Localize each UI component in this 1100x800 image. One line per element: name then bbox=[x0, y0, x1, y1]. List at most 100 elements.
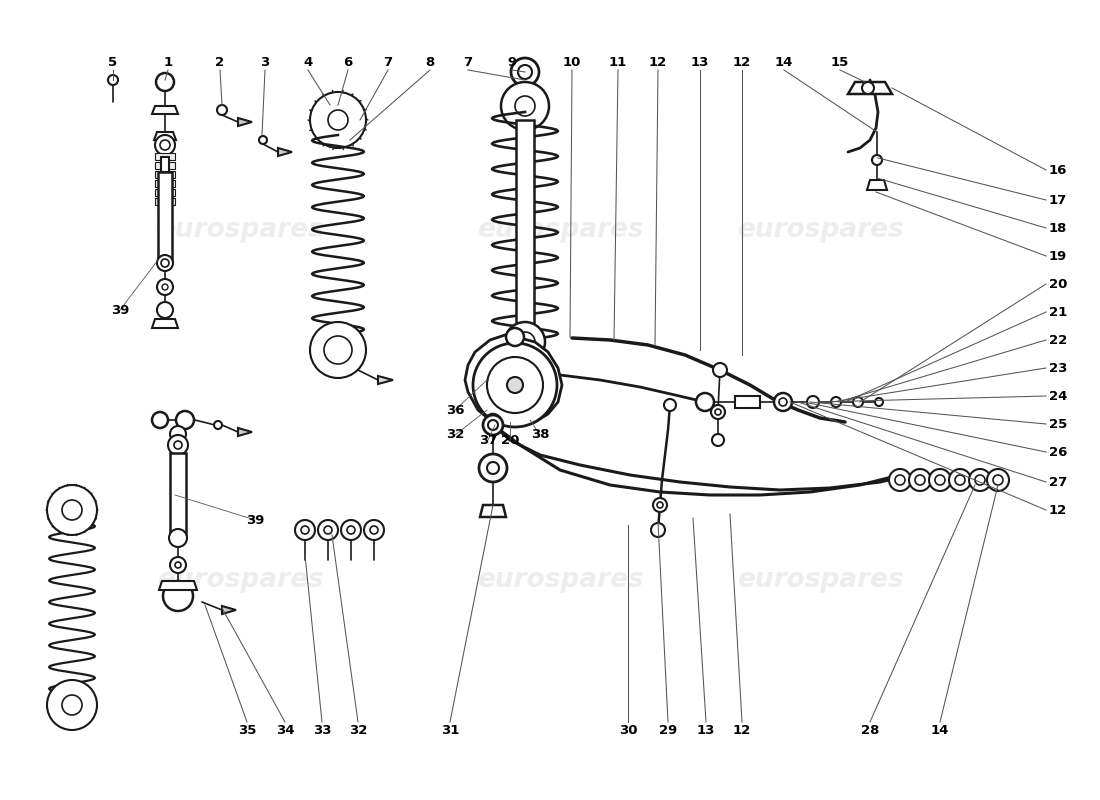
Circle shape bbox=[108, 75, 118, 85]
Circle shape bbox=[370, 526, 378, 534]
Circle shape bbox=[174, 441, 182, 449]
Bar bbox=[155, 171, 175, 178]
Circle shape bbox=[364, 520, 384, 540]
Bar bbox=[155, 162, 175, 169]
Circle shape bbox=[935, 475, 945, 485]
Text: 27: 27 bbox=[1049, 475, 1067, 489]
Text: 33: 33 bbox=[312, 723, 331, 737]
Circle shape bbox=[160, 140, 170, 150]
Circle shape bbox=[872, 155, 882, 165]
Text: eurospares: eurospares bbox=[156, 217, 323, 243]
Circle shape bbox=[328, 110, 348, 130]
Text: 31: 31 bbox=[441, 723, 459, 737]
Circle shape bbox=[162, 284, 168, 290]
Polygon shape bbox=[278, 148, 292, 156]
Circle shape bbox=[713, 363, 727, 377]
Text: 26: 26 bbox=[1048, 446, 1067, 458]
Circle shape bbox=[487, 462, 499, 474]
Circle shape bbox=[653, 498, 667, 512]
Circle shape bbox=[295, 520, 315, 540]
Circle shape bbox=[515, 332, 535, 352]
Text: 25: 25 bbox=[1049, 418, 1067, 430]
Circle shape bbox=[301, 526, 309, 534]
Polygon shape bbox=[848, 82, 892, 94]
Circle shape bbox=[909, 469, 931, 491]
Text: 12: 12 bbox=[733, 55, 751, 69]
Text: 22: 22 bbox=[1049, 334, 1067, 346]
Circle shape bbox=[485, 414, 501, 430]
Circle shape bbox=[324, 526, 332, 534]
Circle shape bbox=[478, 454, 507, 482]
Text: 19: 19 bbox=[1049, 250, 1067, 262]
Circle shape bbox=[518, 65, 532, 79]
Circle shape bbox=[324, 336, 352, 364]
Circle shape bbox=[487, 357, 543, 413]
Circle shape bbox=[170, 426, 186, 442]
Circle shape bbox=[969, 469, 991, 491]
Circle shape bbox=[889, 469, 911, 491]
Circle shape bbox=[915, 475, 925, 485]
Circle shape bbox=[310, 322, 366, 378]
Circle shape bbox=[161, 259, 169, 267]
Circle shape bbox=[711, 405, 725, 419]
Circle shape bbox=[779, 398, 786, 406]
Text: 2: 2 bbox=[216, 55, 224, 69]
Polygon shape bbox=[465, 335, 562, 426]
Bar bbox=[516, 120, 534, 340]
Circle shape bbox=[975, 475, 984, 485]
Polygon shape bbox=[378, 376, 393, 384]
Circle shape bbox=[157, 302, 173, 318]
Text: 38: 38 bbox=[530, 429, 549, 442]
Circle shape bbox=[473, 343, 557, 427]
Polygon shape bbox=[152, 106, 178, 114]
Polygon shape bbox=[238, 118, 252, 126]
Circle shape bbox=[483, 415, 503, 435]
Text: 32: 32 bbox=[446, 429, 464, 442]
Bar bbox=[155, 198, 175, 205]
Text: 8: 8 bbox=[426, 55, 434, 69]
Text: 24: 24 bbox=[1048, 390, 1067, 402]
Circle shape bbox=[830, 397, 842, 407]
Bar bbox=[155, 153, 175, 160]
Text: eurospares: eurospares bbox=[156, 567, 323, 593]
Bar bbox=[161, 157, 169, 172]
Text: 21: 21 bbox=[1049, 306, 1067, 318]
Text: 39: 39 bbox=[245, 514, 264, 526]
Text: 1: 1 bbox=[164, 55, 173, 69]
Circle shape bbox=[175, 562, 182, 568]
Circle shape bbox=[155, 135, 175, 155]
Circle shape bbox=[930, 469, 952, 491]
Text: eurospares: eurospares bbox=[737, 217, 903, 243]
Circle shape bbox=[515, 96, 535, 116]
Circle shape bbox=[651, 523, 666, 537]
Circle shape bbox=[157, 255, 173, 271]
Text: 29: 29 bbox=[659, 723, 678, 737]
Circle shape bbox=[852, 397, 864, 407]
Text: 9: 9 bbox=[507, 55, 517, 69]
Text: 6: 6 bbox=[343, 55, 353, 69]
Circle shape bbox=[664, 399, 676, 411]
Circle shape bbox=[170, 557, 186, 573]
Circle shape bbox=[169, 529, 187, 547]
Text: 5: 5 bbox=[109, 55, 118, 69]
Circle shape bbox=[712, 434, 724, 446]
Polygon shape bbox=[154, 132, 176, 140]
Circle shape bbox=[341, 520, 361, 540]
Text: 17: 17 bbox=[1049, 194, 1067, 206]
Circle shape bbox=[176, 411, 194, 429]
Circle shape bbox=[62, 695, 82, 715]
Circle shape bbox=[258, 136, 267, 144]
Circle shape bbox=[47, 680, 97, 730]
Text: 7: 7 bbox=[463, 55, 473, 69]
Bar bbox=[155, 180, 175, 187]
Text: 4: 4 bbox=[304, 55, 312, 69]
Text: 12: 12 bbox=[733, 723, 751, 737]
Circle shape bbox=[500, 82, 549, 130]
Bar bbox=[170, 453, 186, 535]
Text: 13: 13 bbox=[696, 723, 715, 737]
Polygon shape bbox=[238, 428, 252, 436]
Circle shape bbox=[987, 469, 1009, 491]
Circle shape bbox=[774, 393, 792, 411]
Circle shape bbox=[512, 58, 539, 86]
Text: 13: 13 bbox=[691, 55, 710, 69]
